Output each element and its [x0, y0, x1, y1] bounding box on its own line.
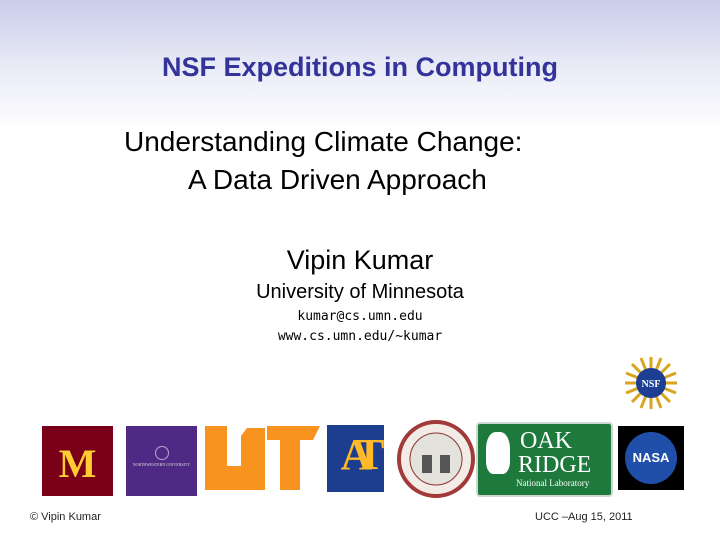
ncat-logo: AT — [327, 425, 384, 492]
website: www.cs.umn.edu/~kumar — [277, 329, 443, 344]
ut-logo — [205, 426, 320, 490]
footer-date: UCC –Aug 15, 2011 — [535, 511, 633, 523]
umn-logo: M — [42, 426, 113, 496]
nsf-logo: NSF — [624, 356, 678, 410]
author-name: Vipin Kumar — [286, 245, 434, 275]
svg-text:NSF: NSF — [642, 379, 661, 390]
slide-title-line2: A Data Driven Approach — [188, 164, 487, 195]
header-title: NSF Expeditions in Computing — [162, 52, 558, 82]
slide-title-line1: Understanding Climate Change: — [124, 126, 523, 157]
email: kumar@cs.umn.edu — [297, 309, 423, 324]
nasa-logo: NASA — [618, 426, 684, 490]
northwestern-logo: NORTHWESTERN UNIVERSITY — [126, 426, 197, 496]
affiliation: University of Minnesota — [256, 281, 464, 303]
ncstate-seal — [397, 420, 475, 498]
oak-ridge-logo: OAK RIDGE National Laboratory — [476, 422, 613, 497]
footer-copyright: © Vipin Kumar — [30, 511, 101, 523]
